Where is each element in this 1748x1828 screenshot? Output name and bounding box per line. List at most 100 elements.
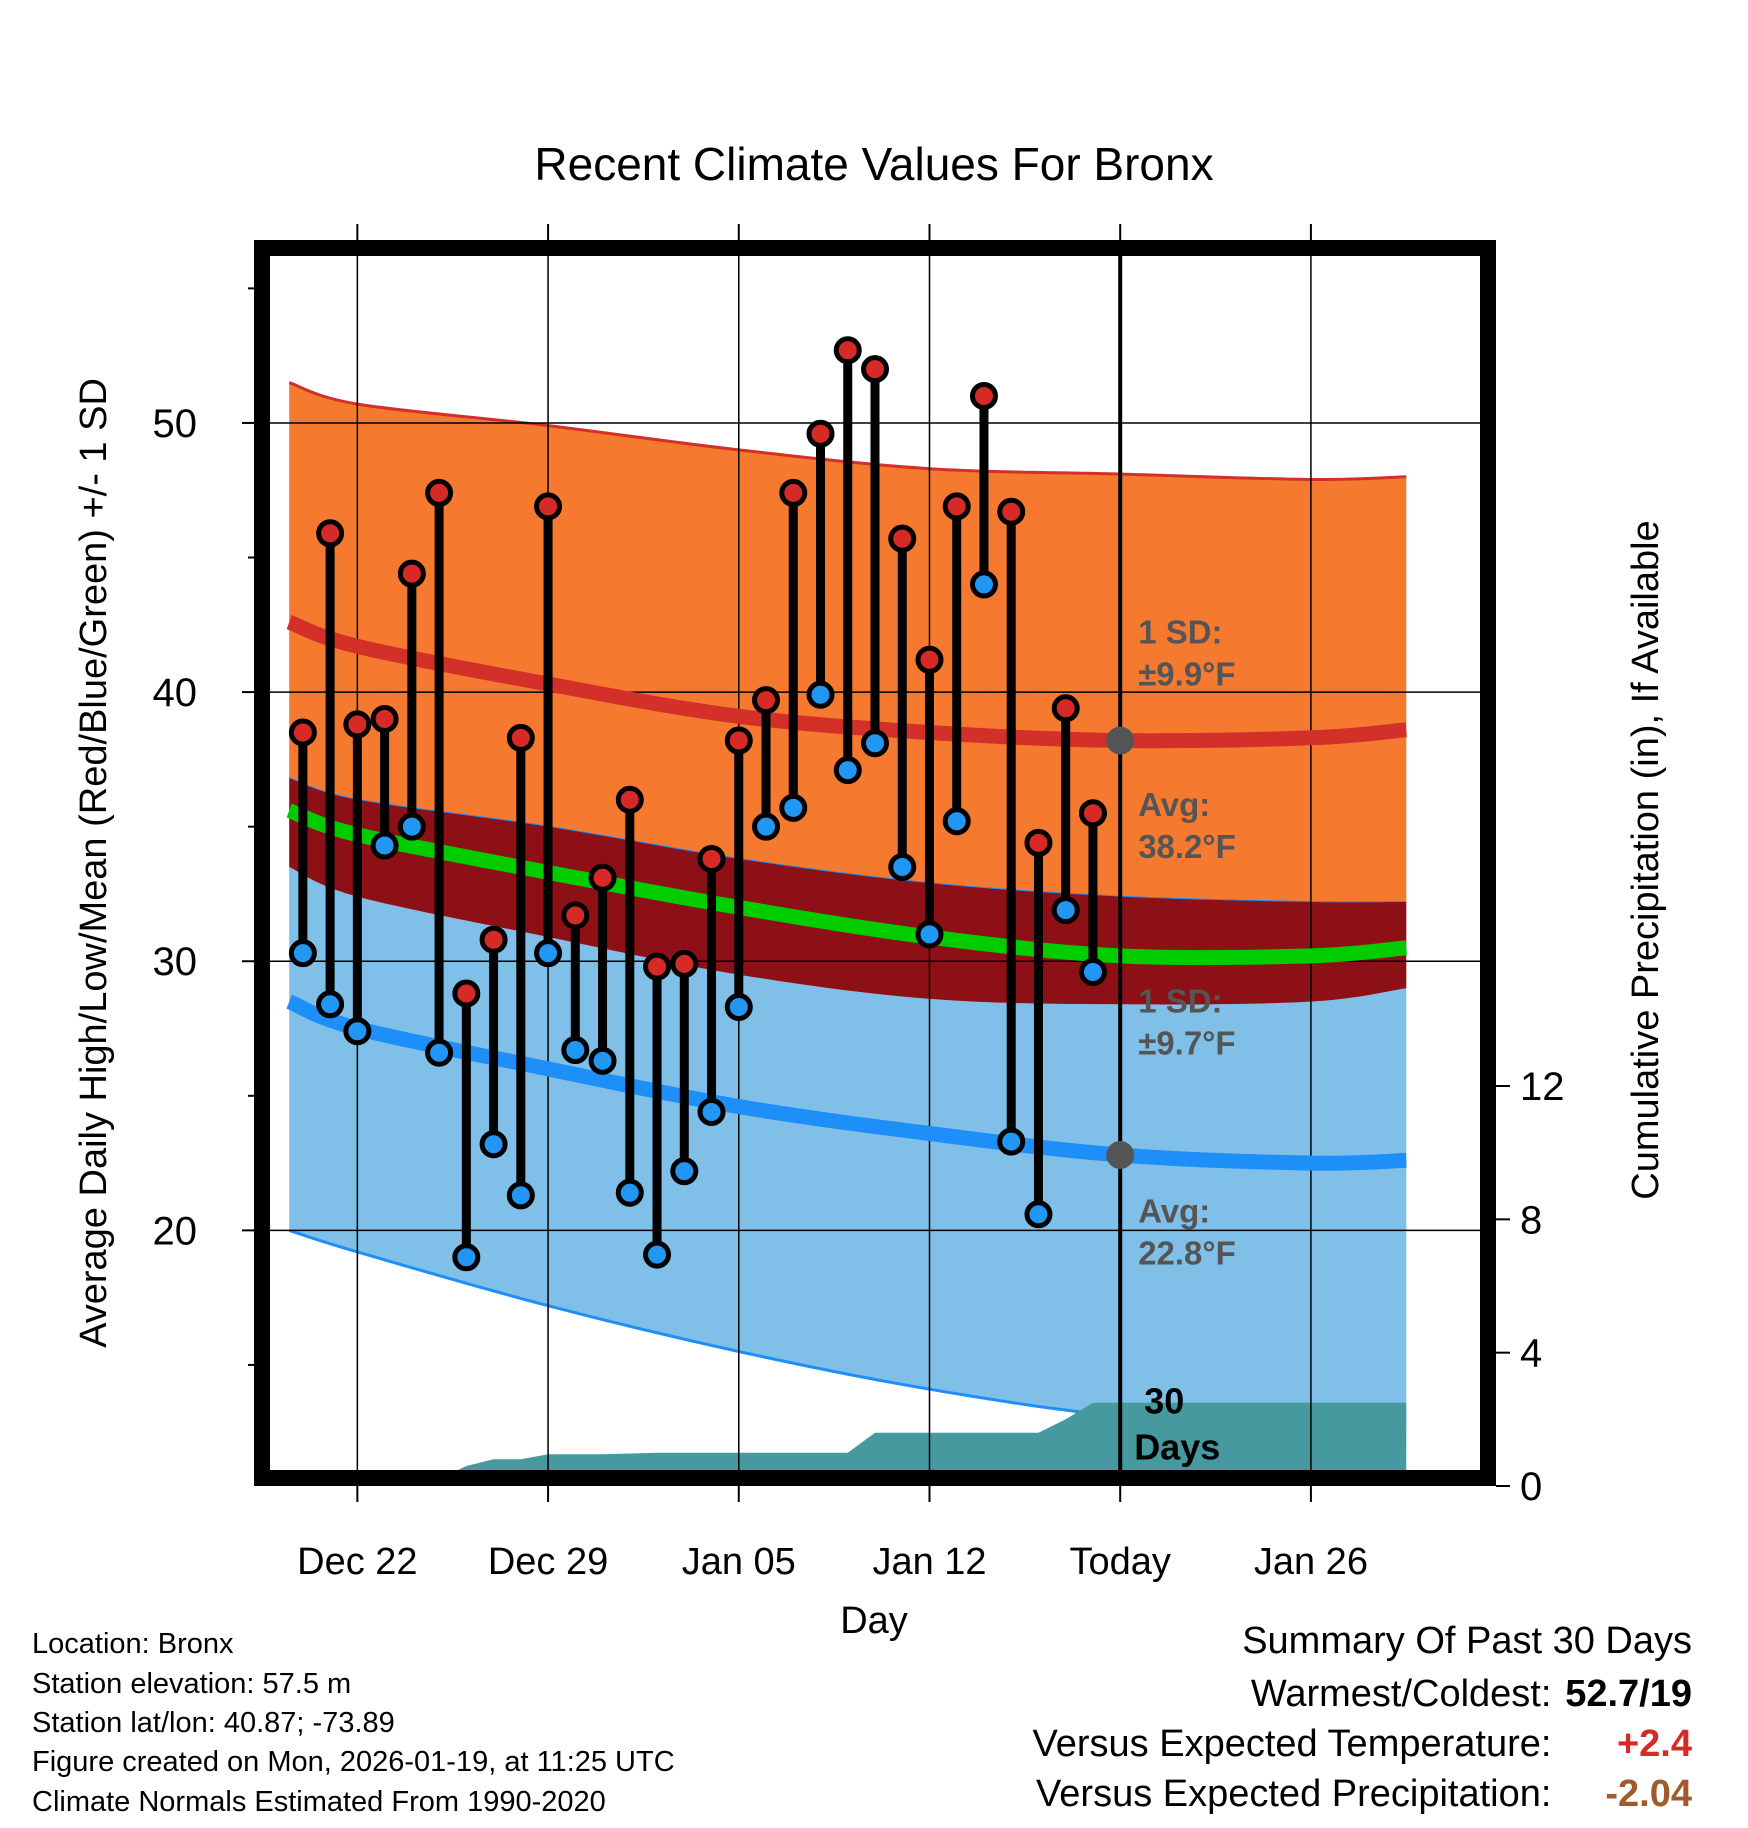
summary-temp-row: Versus Expected Temperature: +2.4 [1033,1723,1692,1766]
daily-low-point [833,756,862,785]
normal-high-line [286,615,1407,749]
daily-high-point [479,925,508,954]
x-tick-label: Today [1069,1541,1170,1583]
daily-high-point [288,718,317,747]
x-tick-label: Dec 29 [488,1541,608,1583]
daily-low-point [397,812,426,841]
daily-low-point [370,831,399,860]
summary-warmest-label: Warmest/Coldest: [1250,1673,1552,1715]
daily-high-point [588,863,617,892]
daily-low-point [670,1157,699,1186]
today-low-avg-dot [1106,1141,1135,1170]
daily-high-point [969,382,998,411]
daily-high-point [779,478,808,507]
daily-high-point [752,686,781,715]
daily-low-point [861,729,889,758]
daily-low-point [1051,896,1080,925]
annotation-value: ±9.9°F [1138,656,1235,693]
mean-overlap-band [289,778,1407,1005]
daily-high-point [425,478,454,507]
daily-high-point [1078,799,1107,828]
precip-area [289,1402,1407,1478]
daily-high-point [506,723,535,752]
daily-low-point [288,939,317,968]
daily-low-point [1024,1200,1053,1229]
daily-low-point [752,812,781,841]
x-tick-label: Jan 12 [872,1541,986,1583]
y-left-tick-label: 20 [153,1209,198,1253]
daily-high-point [534,492,563,521]
x-tick-label: Dec 22 [297,1541,417,1583]
daily-low-point [942,807,971,836]
daily-low-point [806,680,835,709]
daily-low-point [915,920,944,949]
annotation-label: 1 SD: [1138,614,1222,651]
annotation-value: ±9.7°F [1138,1024,1235,1061]
summary-precip-value: -2.04 [1605,1773,1692,1815]
annotation-label: 1 SD: [1138,982,1222,1019]
daily-high-point [697,844,726,873]
daily-low-point [452,1243,481,1272]
daily-high-point [1051,694,1080,723]
y-right-tick-label: 8 [1520,1198,1542,1242]
daily-low-point [697,1097,726,1126]
daily-low-point [997,1127,1026,1156]
daily-high-point [615,785,644,814]
daily-low-point [615,1178,644,1207]
summary-temp-label: Versus Expected Temperature: [1032,1723,1552,1765]
low-sd-band [289,867,1407,1425]
annotation-label: Avg: [1138,786,1210,823]
daily-high-point [942,492,971,521]
daily-high-point [397,559,426,588]
daily-high-point [343,710,372,739]
precip-days-label: Days [1134,1426,1220,1467]
daily-low-point [425,1038,454,1067]
daily-low-point [588,1046,617,1075]
y-left-axis-label: Average Daily High/Low/Mean (Red/Blue/Gr… [73,378,115,1348]
summary-precip-row: Versus Expected Precipitation: -2.04 [1036,1773,1692,1816]
annotation-value: 38.2°F [1138,828,1236,865]
daily-high-point [670,949,699,978]
daily-high-point [888,524,917,553]
summary-precip-label: Versus Expected Precipitation: [1036,1773,1552,1815]
y-right-tick-label: 0 [1520,1465,1542,1509]
daily-low-point [534,939,563,968]
plot-area: 1 SD: ±9.9°F Avg: 38.2°F 1 SD: ±9.7°F Avg: 22.8… [262,248,1488,1478]
daily-high-point [316,519,345,548]
y-left-tick-label: 30 [153,940,198,984]
normal-low-line [286,994,1407,1171]
today-high-avg-dot [1106,726,1135,755]
footer-elevation: Station elevation: 57.5 m [32,1668,352,1700]
footer-normals: Climate Normals Estimated From 1990-2020 [32,1786,606,1818]
daily-high-point [1024,828,1053,857]
summary-warmest-value: 52.7/19 [1565,1673,1692,1715]
x-tick-label: Jan 26 [1254,1541,1368,1583]
daily-high-point [643,952,672,981]
high-sd-upper-edge [288,381,1407,482]
daily-low-point [888,853,917,882]
daily-high-point [997,497,1026,526]
footer-latlon: Station lat/lon: 40.87; -73.89 [32,1707,395,1739]
daily-high-point [861,355,889,384]
daily-low-point [479,1130,508,1159]
daily-low-point [1078,958,1107,987]
high-sd-lower-edge [288,777,1407,904]
y-right-axis-label: Cumulative Precipitation (in), If Availa… [1625,520,1667,1199]
summary-warmest-row: Warmest/Coldest: 52.7/19 [1251,1673,1692,1716]
chart-title: Recent Climate Values For Bronx [534,138,1213,190]
annotation-label: Avg: [1138,1192,1210,1229]
daily-high-point [833,336,862,365]
annotation-value: 22.8°F [1138,1234,1236,1271]
daily-high-point [370,705,399,734]
daily-low-point [561,1036,590,1065]
daily-low-point [724,992,753,1021]
y-right-tick-label: 4 [1520,1332,1542,1376]
plot-frame [254,240,1496,1486]
daily-low-point [969,570,998,599]
daily-low-point [779,793,808,822]
summary-title: Summary Of Past 30 Days [1242,1620,1692,1662]
daily-high-point [915,645,944,674]
daily-high-point [561,901,590,930]
x-axis-label: Day [840,1600,908,1642]
